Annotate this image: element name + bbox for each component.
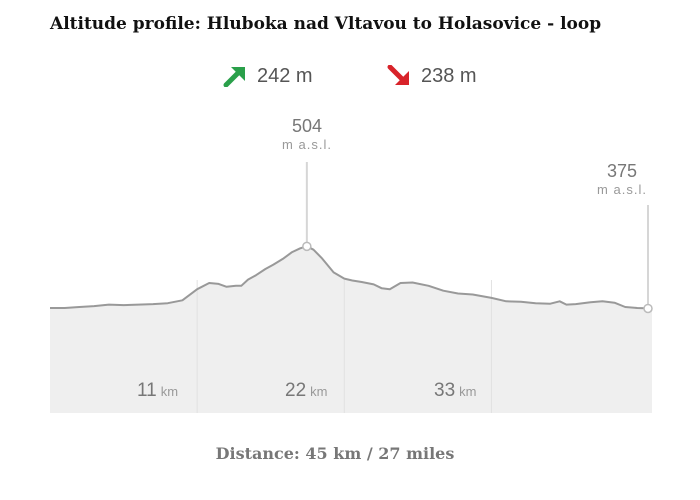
arrow-up-right-icon (223, 67, 245, 87)
max-elevation-value: 504 (291, 116, 323, 136)
arrow-down-right-icon (387, 65, 409, 85)
end-elevation-value: 375 (606, 161, 638, 181)
x-tick-label: 11 (137, 380, 157, 401)
x-tick-unit: km (160, 384, 179, 399)
x-tick-label: 33 (434, 380, 456, 401)
distance-summary: Distance: 45 km / 27 miles (215, 444, 455, 463)
x-tick-label: 22 (285, 380, 307, 401)
max-elevation-unit: m a.s.l. (282, 137, 332, 152)
max-elevation-label: 504 m a.s.l. (262, 116, 352, 154)
end-elevation-unit: m a.s.l. (597, 182, 647, 197)
ascent-value: 242 m (257, 64, 313, 87)
ascent-stat: 242 m (223, 62, 313, 90)
x-tick-11: 11 km (137, 380, 178, 402)
annotation-point (643, 303, 653, 314)
end-elevation-label: 375 m a.s.l. (577, 161, 667, 199)
descent-stat: 238 m (387, 62, 477, 90)
x-tick-33: 33 km (434, 380, 476, 402)
x-tick-unit: km (310, 384, 328, 399)
x-tick-22: 22 km (285, 380, 327, 402)
elevation-line (50, 245, 653, 310)
x-tick-unit: km (459, 384, 477, 399)
chart-title: Altitude profile: Hluboka nad Vltavou to… (50, 14, 602, 34)
descent-value: 238 m (421, 64, 477, 87)
annotation-point (302, 241, 312, 252)
